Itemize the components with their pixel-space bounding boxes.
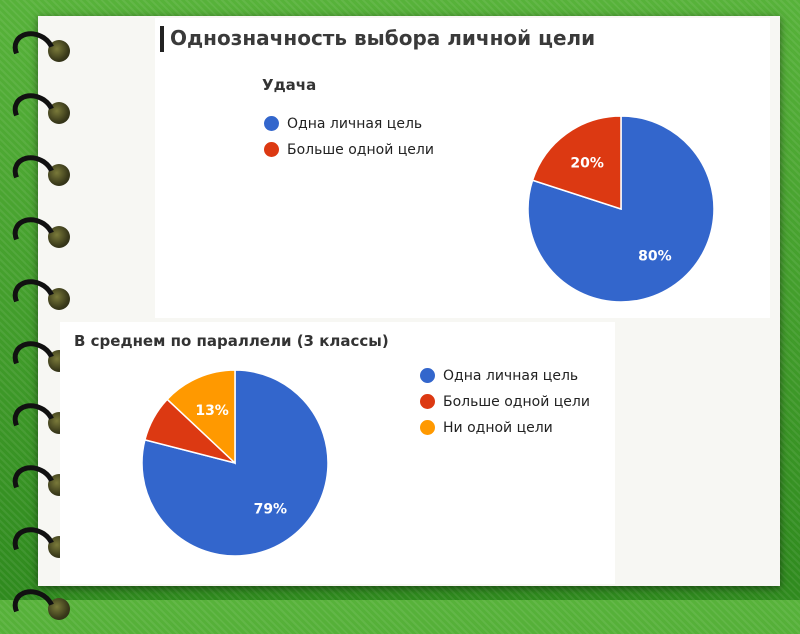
legend-item: Ни одной цели	[420, 418, 603, 438]
legend-label: Больше одной цели	[287, 142, 434, 158]
chart-1-legend: Одна личная цель Больше одной цели	[264, 114, 447, 166]
title-accent-bar	[160, 26, 164, 52]
pie-data-label: 79%	[254, 502, 288, 518]
pie-slice	[141, 369, 329, 557]
legend-item: Одна личная цель	[264, 114, 447, 134]
pie-slice	[531, 115, 622, 211]
chart-2-pie: 79% 13%	[141, 369, 329, 557]
pie-data-label: 80%	[638, 249, 672, 265]
pie-slice	[166, 369, 236, 465]
legend-swatch	[264, 142, 279, 157]
legend-label: Одна личная цель	[287, 116, 423, 132]
legend-item: Больше одной цели	[264, 140, 447, 160]
chart-1-title: Удача	[262, 76, 317, 94]
legend-swatch	[420, 368, 435, 383]
legend-label: Больше одной цели	[443, 394, 590, 410]
legend-swatch	[420, 420, 435, 435]
legend-label: Одна личная цель	[443, 368, 579, 384]
legend-item: Одна личная цель	[420, 366, 603, 386]
legend-label: Ни одной цели	[443, 420, 553, 436]
chart-1-pie: 80% 20%	[527, 115, 715, 303]
page-title: Однозначность выбора личной цели	[170, 26, 596, 50]
pie-data-label: 20%	[570, 155, 604, 171]
pie-data-label: 13%	[195, 403, 229, 419]
binding-ring	[6, 582, 62, 634]
legend-swatch	[420, 394, 435, 409]
legend-swatch	[264, 116, 279, 131]
legend-item: Больше одной цели	[420, 392, 603, 412]
chart-2-legend: Одна личная цель Больше одной цели Ни одно…	[420, 366, 603, 444]
binding-hole	[48, 598, 70, 620]
chart-2-title: В среднем по параллели (3 классы)	[74, 332, 389, 350]
